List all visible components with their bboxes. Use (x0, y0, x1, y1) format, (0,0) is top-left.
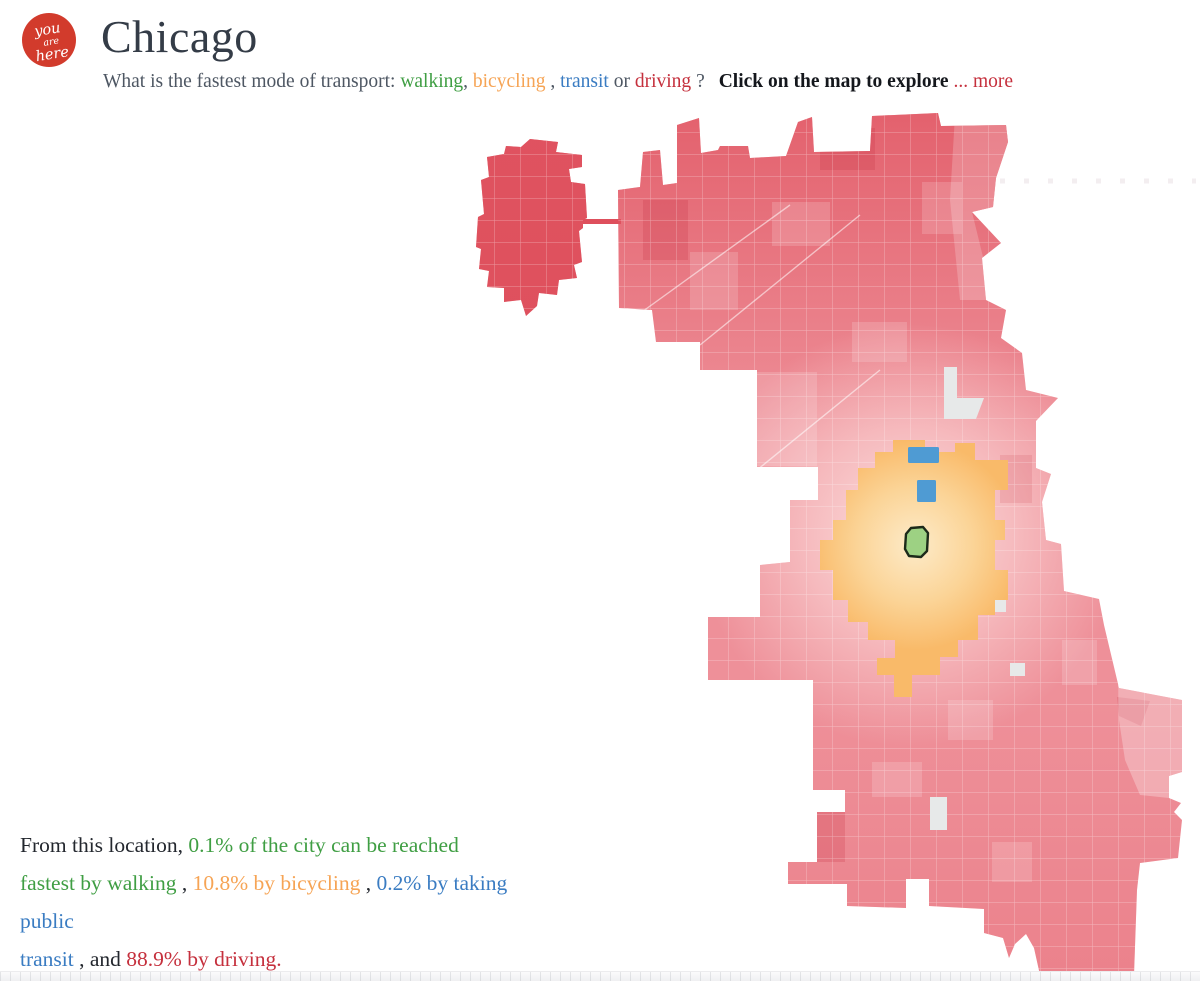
subtitle-prefix: What is the fastest mode of transport: (103, 71, 401, 92)
summary-sep3: , and (73, 947, 127, 971)
bicycling-cluster[interactable] (820, 440, 1008, 697)
logo-text-here: here (35, 44, 71, 65)
more-link[interactable]: ... more (948, 71, 1014, 92)
chicago-map[interactable] (440, 105, 1200, 982)
driving-share: 88.9% by driving. (126, 947, 282, 971)
logo-text-you: you (32, 20, 61, 40)
bicycling-share: 10.8% by bicycling (192, 871, 361, 895)
diagonal-streets (627, 204, 881, 471)
summary-sep1: , (176, 871, 193, 895)
bottom-strip (0, 971, 1200, 981)
summary-intro: From this location, (20, 833, 189, 857)
ohare-connector (583, 219, 621, 224)
subtitle-sep2: , (545, 71, 561, 92)
site-logo[interactable]: you are here (21, 12, 77, 68)
summary-sep2: , (360, 871, 377, 895)
page-header: you are here Chicago What is the fastest… (0, 0, 1200, 110)
subtitle: What is the fastest mode of transport: w… (103, 71, 1013, 93)
explore-cta: Click on the map to explore (718, 71, 949, 92)
page-title: Chicago (101, 11, 258, 62)
selected-tract[interactable] (903, 525, 930, 559)
no-data-tracts[interactable] (930, 367, 1025, 830)
mode-walking-label: walking (400, 71, 464, 92)
transit-tracts[interactable] (908, 447, 939, 502)
mode-driving-label: driving (634, 71, 692, 92)
transit-share-3: transit (20, 947, 74, 971)
walking-share-2: fastest by walking (20, 871, 177, 895)
mode-transit-label: transit (560, 71, 609, 92)
logo-text-are: are (43, 35, 61, 48)
summary-text: From this location, 0.1% of the city can… (20, 826, 560, 978)
map-container (440, 105, 1200, 982)
walking-share: 0.1% of the city can be reached (188, 833, 459, 857)
subtitle-sep1: , (463, 71, 473, 92)
transit-share-2: public (20, 909, 74, 933)
subtitle-sep3: or (608, 71, 635, 92)
mode-bicycling-label: bicycling (472, 71, 546, 92)
transit-share: 0.2% by taking (376, 871, 508, 895)
logo-circle (22, 13, 76, 67)
subtitle-sep4: ? (691, 71, 705, 92)
